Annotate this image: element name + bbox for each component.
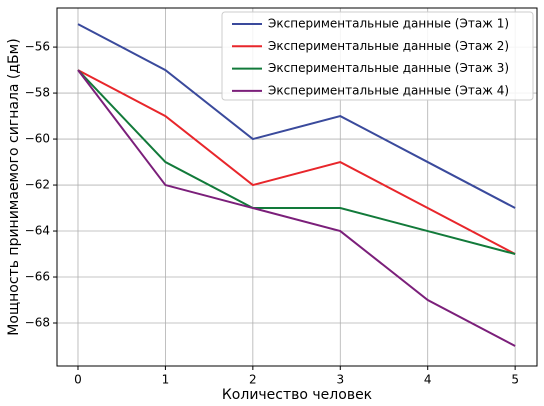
x-tick-label: 5 [511,373,519,387]
series-line [77,69,516,255]
plot-frame [56,7,538,367]
legend-label: Экспериментальные данные (Этаж 1) [268,17,509,31]
y-axis-label: Мощность принимаемого сигнала (дБм) [6,38,22,335]
x-tick-label: 0 [74,373,82,387]
y-tick-label: −62 [25,178,50,192]
series-line [77,69,516,347]
legend-label: Экспериментальные данные (Этаж 4) [268,83,509,97]
y-tick-label: −64 [25,224,50,238]
x-axis-label: Количество человек [222,387,372,403]
legend-box [221,11,534,101]
y-tick-label: −66 [25,270,50,284]
y-tick-label: −58 [25,86,50,100]
x-tick-label: 4 [424,373,432,387]
y-tick-label: −68 [25,316,50,330]
x-tick-label: 3 [336,373,344,387]
legend-label: Экспериментальные данные (Этаж 2) [268,39,509,53]
y-tick-label: −60 [25,132,50,146]
series-line [77,23,516,209]
x-tick-label: 1 [162,373,170,387]
x-tick-label: 2 [249,373,257,387]
series-line [77,69,516,255]
legend-label: Экспериментальные данные (Этаж 3) [268,61,509,75]
y-tick-label: −56 [25,40,50,54]
